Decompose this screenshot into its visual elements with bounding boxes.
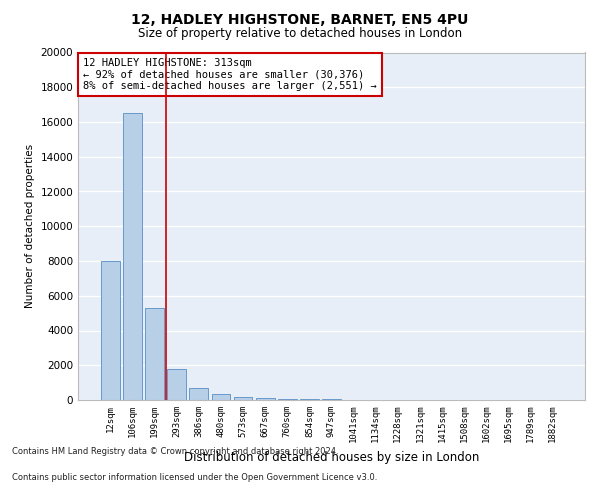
Text: 12, HADLEY HIGHSTONE, BARNET, EN5 4PU: 12, HADLEY HIGHSTONE, BARNET, EN5 4PU xyxy=(131,12,469,26)
Bar xyxy=(300,399,319,400)
Bar xyxy=(212,394,230,400)
Bar xyxy=(278,399,296,400)
Bar xyxy=(145,308,164,400)
Bar xyxy=(123,114,142,400)
Text: Contains public sector information licensed under the Open Government Licence v3: Contains public sector information licen… xyxy=(12,472,377,482)
Text: Size of property relative to detached houses in London: Size of property relative to detached ho… xyxy=(138,28,462,40)
Bar xyxy=(256,398,275,400)
Bar xyxy=(233,396,253,400)
Bar xyxy=(167,368,186,400)
Text: 12 HADLEY HIGHSTONE: 313sqm
← 92% of detached houses are smaller (30,376)
8% of : 12 HADLEY HIGHSTONE: 313sqm ← 92% of det… xyxy=(83,58,377,91)
Text: Contains HM Land Registry data © Crown copyright and database right 2024.: Contains HM Land Registry data © Crown c… xyxy=(12,448,338,456)
Bar xyxy=(101,261,120,400)
X-axis label: Distribution of detached houses by size in London: Distribution of detached houses by size … xyxy=(184,451,479,464)
Y-axis label: Number of detached properties: Number of detached properties xyxy=(25,144,35,308)
Bar xyxy=(190,388,208,400)
